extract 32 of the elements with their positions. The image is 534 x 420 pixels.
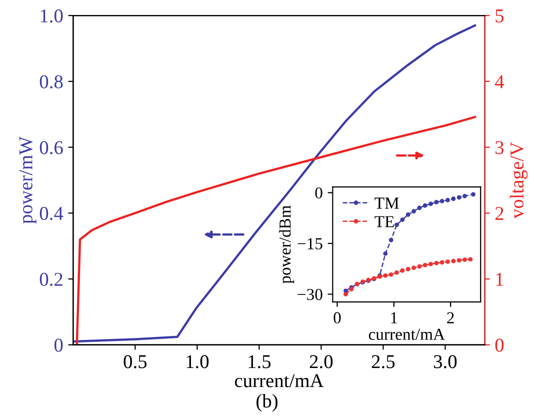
x-axis-title: current/mA [368,328,445,340]
x-tick-label: 3.0 [434,355,457,368]
x-tick-label: 0 [334,312,341,324]
y-tick-label: −15 [298,238,322,250]
x-axis-title: current/mA [234,374,324,388]
y-tick-label: 0.4 [40,206,64,220]
legend-label: TM [374,198,399,209]
text: (b) [256,394,278,412]
x-tick-label: 2.0 [310,355,333,368]
y-tick-label: 0.6 [40,141,63,154]
y2-tick-label: 1 [496,272,504,286]
legend-label: TE [374,216,394,228]
y2-tick-label: 2 [495,206,504,220]
y-tick-label: 1.0 [40,9,63,23]
y-tick-label: −30 [298,288,322,300]
x-tick-label: 2.5 [372,355,395,368]
x-tick-label: 2 [447,312,454,324]
y-tick-label: 0 [315,187,322,199]
y-tick-label: 0.2 [40,272,62,286]
x-tick-label: 1.5 [248,355,271,368]
x-tick-label: 1.0 [186,355,209,368]
y-tick-label: 0 [54,338,63,352]
y2-tick-label: 4 [494,75,504,88]
y2-tick-label: 0 [495,338,504,352]
x-tick-label: 0.5 [124,355,147,368]
x-tick-label: 1 [391,312,398,324]
y-axis-title: power/dBm [279,205,294,284]
y-tick-label: 0.8 [40,75,63,88]
y-axis-title: power/mW [19,136,36,224]
y2-axis-title: voltage/V [510,142,528,219]
y2-tick-label: 5 [496,10,504,22]
y2-tick-label: 3 [496,141,504,154]
